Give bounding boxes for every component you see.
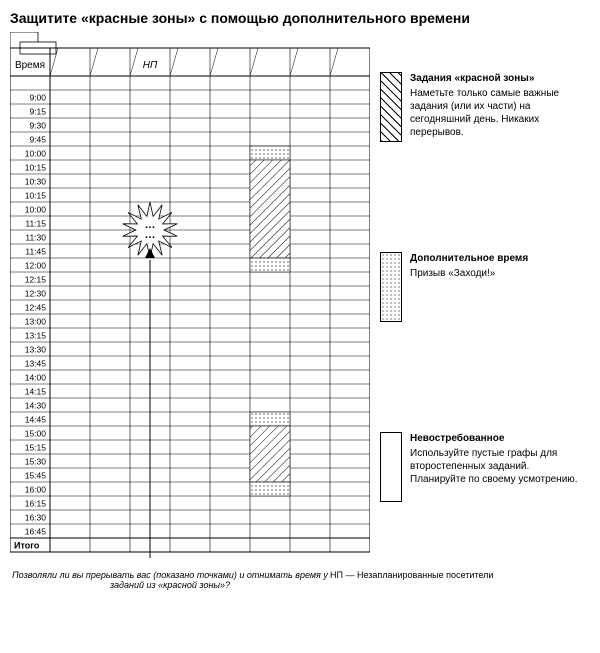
legend: Задания «красной зоны» Наметьте только с…: [380, 32, 590, 562]
svg-text:16:15: 16:15: [25, 499, 47, 509]
footer-left: Позволяли ли вы прерывать вас (показано …: [10, 570, 330, 590]
svg-text:14:15: 14:15: [25, 387, 47, 397]
legend-red-desc: Наметьте только самые важные задания (ил…: [410, 87, 590, 139]
svg-text:13:00: 13:00: [25, 317, 47, 327]
swatch-plain: [380, 432, 402, 502]
footer: Позволяли ли вы прерывать вас (показано …: [10, 570, 590, 590]
svg-text:10:00: 10:00: [25, 149, 47, 159]
footer-right: НП — Незапланированные посетители: [330, 570, 590, 590]
svg-text:14:45: 14:45: [25, 415, 47, 425]
legend-free: Невостребованное Используйте пустые граф…: [380, 432, 590, 502]
svg-text:15:45: 15:45: [25, 471, 47, 481]
svg-text:16:45: 16:45: [25, 527, 47, 537]
legend-red-title: Задания «красной зоны»: [410, 72, 590, 85]
svg-text:11:45: 11:45: [25, 247, 46, 257]
svg-text:14:30: 14:30: [25, 401, 47, 411]
svg-text:9:00: 9:00: [29, 93, 46, 103]
legend-red: Задания «красной зоны» Наметьте только с…: [380, 72, 590, 142]
legend-free-title: Невостребованное: [410, 432, 590, 445]
legend-extra-desc: Призыв «Заходи!»: [410, 267, 528, 280]
svg-text:15:15: 15:15: [25, 443, 47, 453]
svg-text:11:30: 11:30: [25, 233, 46, 243]
svg-text:12:30: 12:30: [25, 289, 47, 299]
grid-svg: Время НП 9:00 9:15 9:30 9:45 10:00 10:15 10:30 10…: [10, 32, 370, 562]
svg-text:15:00: 15:00: [25, 429, 47, 439]
page-title: Защитите «красные зоны» с помощью дополн…: [10, 10, 590, 26]
svg-text:14:00: 14:00: [25, 373, 47, 383]
svg-text:10:00: 10:00: [25, 205, 47, 215]
legend-free-desc: Используйте пустые графы для второстепен…: [410, 447, 590, 486]
svg-text:10:15: 10:15: [25, 191, 47, 201]
svg-text:16:00: 16:00: [25, 485, 47, 495]
svg-text:13:15: 13:15: [25, 331, 47, 341]
svg-text:12:15: 12:15: [25, 275, 47, 285]
svg-text:НП: НП: [143, 60, 158, 71]
svg-text:13:30: 13:30: [25, 345, 47, 355]
svg-text:12:45: 12:45: [25, 303, 47, 313]
svg-text:…: …: [145, 229, 156, 241]
svg-text:9:45: 9:45: [29, 135, 46, 145]
svg-text:13:45: 13:45: [25, 359, 47, 369]
svg-text:Время: Время: [15, 60, 45, 71]
svg-text:9:30: 9:30: [29, 121, 46, 131]
svg-text:11:15: 11:15: [25, 219, 46, 229]
legend-extra: Дополнительное время Призыв «Заходи!»: [380, 252, 528, 322]
svg-text:15:30: 15:30: [25, 457, 47, 467]
svg-text:12:00: 12:00: [25, 261, 47, 271]
svg-text:10:30: 10:30: [25, 177, 47, 187]
swatch-hatched: [380, 72, 402, 142]
schedule-grid: Время НП 9:00 9:15 9:30 9:45 10:00 10:15 10:30 10…: [10, 32, 370, 562]
svg-text:Итого: Итого: [14, 541, 40, 551]
swatch-dotted: [380, 252, 402, 322]
svg-text:10:15: 10:15: [25, 163, 47, 173]
svg-text:9:15: 9:15: [29, 107, 46, 117]
legend-extra-title: Дополнительное время: [410, 252, 528, 265]
svg-text:16:30: 16:30: [25, 513, 47, 523]
